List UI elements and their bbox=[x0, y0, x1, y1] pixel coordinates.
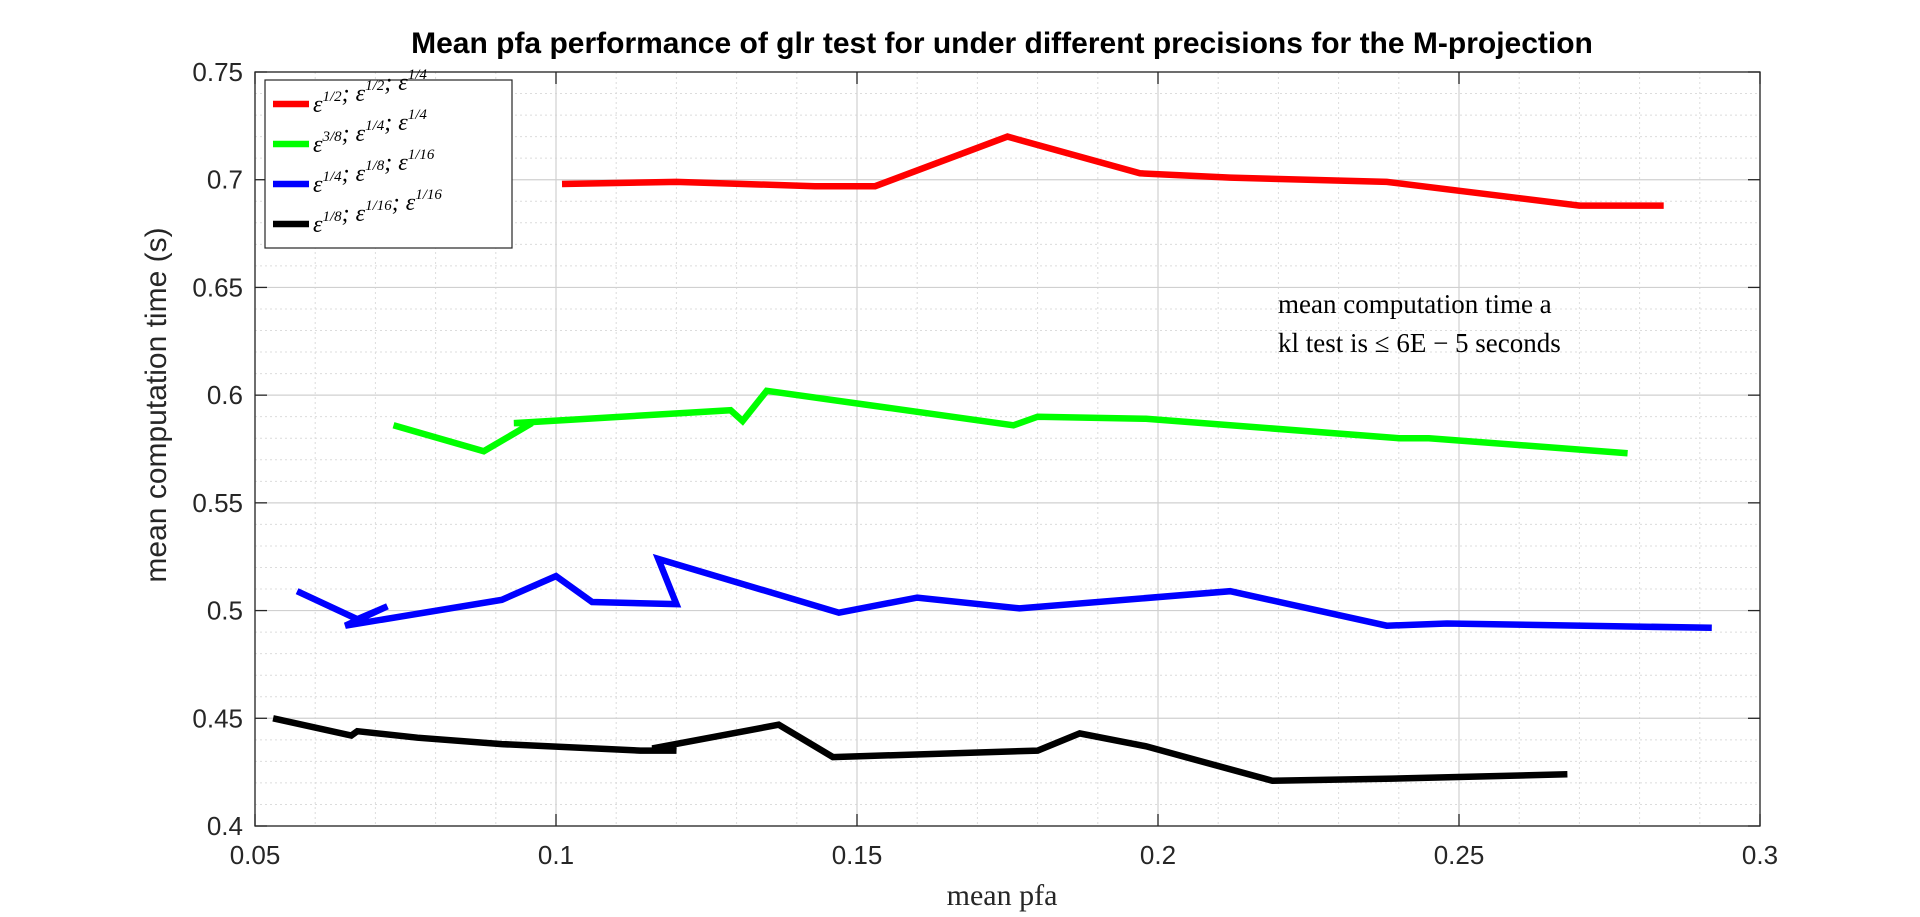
y-tick-label: 0.7 bbox=[207, 165, 243, 195]
x-axis: 0.05 0.1 0.15 0.2 0.25 0.3 bbox=[230, 72, 1778, 870]
minor-grid bbox=[255, 72, 1760, 826]
annotation-line-2: kl test is ≤ 6E − 5 seconds bbox=[1278, 328, 1561, 358]
legend-label: ε1/8; ε1/16; ε1/16 bbox=[313, 187, 442, 238]
y-axis: 0.4 0.45 0.5 0.55 0.6 0.65 0.7 0.75 bbox=[192, 57, 1760, 841]
y-tick-label: 0.5 bbox=[207, 596, 243, 626]
x-axis-label: mean pfa bbox=[947, 879, 1058, 912]
y-tick-label: 0.6 bbox=[207, 380, 243, 410]
series-line-4 bbox=[272, 715, 1568, 785]
legend-box bbox=[264, 79, 513, 249]
y-tick-label: 0.45 bbox=[192, 703, 243, 733]
legend-item-2: ε3/8; ε1/4; ε1/4 bbox=[273, 107, 427, 158]
axes-box bbox=[254, 71, 1761, 827]
y-tick-label: 0.55 bbox=[192, 488, 243, 518]
y-axis-label: mean computation time (s) bbox=[140, 227, 173, 582]
series-layer bbox=[272, 133, 1712, 785]
legend: ε1/2; ε1/2; ε1/4ε3/8; ε1/4; ε1/4ε1/4; ε1… bbox=[264, 67, 513, 249]
x-tick-label: 0.2 bbox=[1140, 840, 1176, 870]
x-tick-label: 0.15 bbox=[832, 840, 883, 870]
axes-frame bbox=[254, 71, 1761, 827]
legend-label: ε1/2; ε1/2; ε1/4 bbox=[313, 67, 427, 118]
annotation-line-1: mean computation time a bbox=[1278, 289, 1552, 319]
series-line-3 bbox=[295, 553, 1712, 632]
y-tick-label: 0.4 bbox=[207, 811, 243, 841]
legend-item-4: ε1/8; ε1/16; ε1/16 bbox=[273, 187, 442, 238]
annotation: mean computation time a kl test is ≤ 6E … bbox=[1278, 289, 1561, 358]
legend-item-1: ε1/2; ε1/2; ε1/4 bbox=[273, 67, 427, 118]
series-line-1 bbox=[561, 133, 1664, 209]
chart-title: Mean pfa performance of glr test for und… bbox=[411, 27, 1593, 60]
series-line-2 bbox=[392, 387, 1628, 457]
legend-label: ε1/4; ε1/8; ε1/16 bbox=[313, 147, 435, 198]
legend-label: ε3/8; ε1/4; ε1/4 bbox=[313, 107, 427, 158]
y-tick-label: 0.75 bbox=[192, 57, 243, 87]
x-tick-label: 0.3 bbox=[1742, 840, 1778, 870]
x-tick-label: 0.25 bbox=[1434, 840, 1485, 870]
legend-item-3: ε1/4; ε1/8; ε1/16 bbox=[273, 147, 435, 198]
x-tick-label: 0.05 bbox=[230, 840, 281, 870]
y-tick-label: 0.65 bbox=[192, 272, 243, 302]
x-tick-label: 0.1 bbox=[538, 840, 574, 870]
